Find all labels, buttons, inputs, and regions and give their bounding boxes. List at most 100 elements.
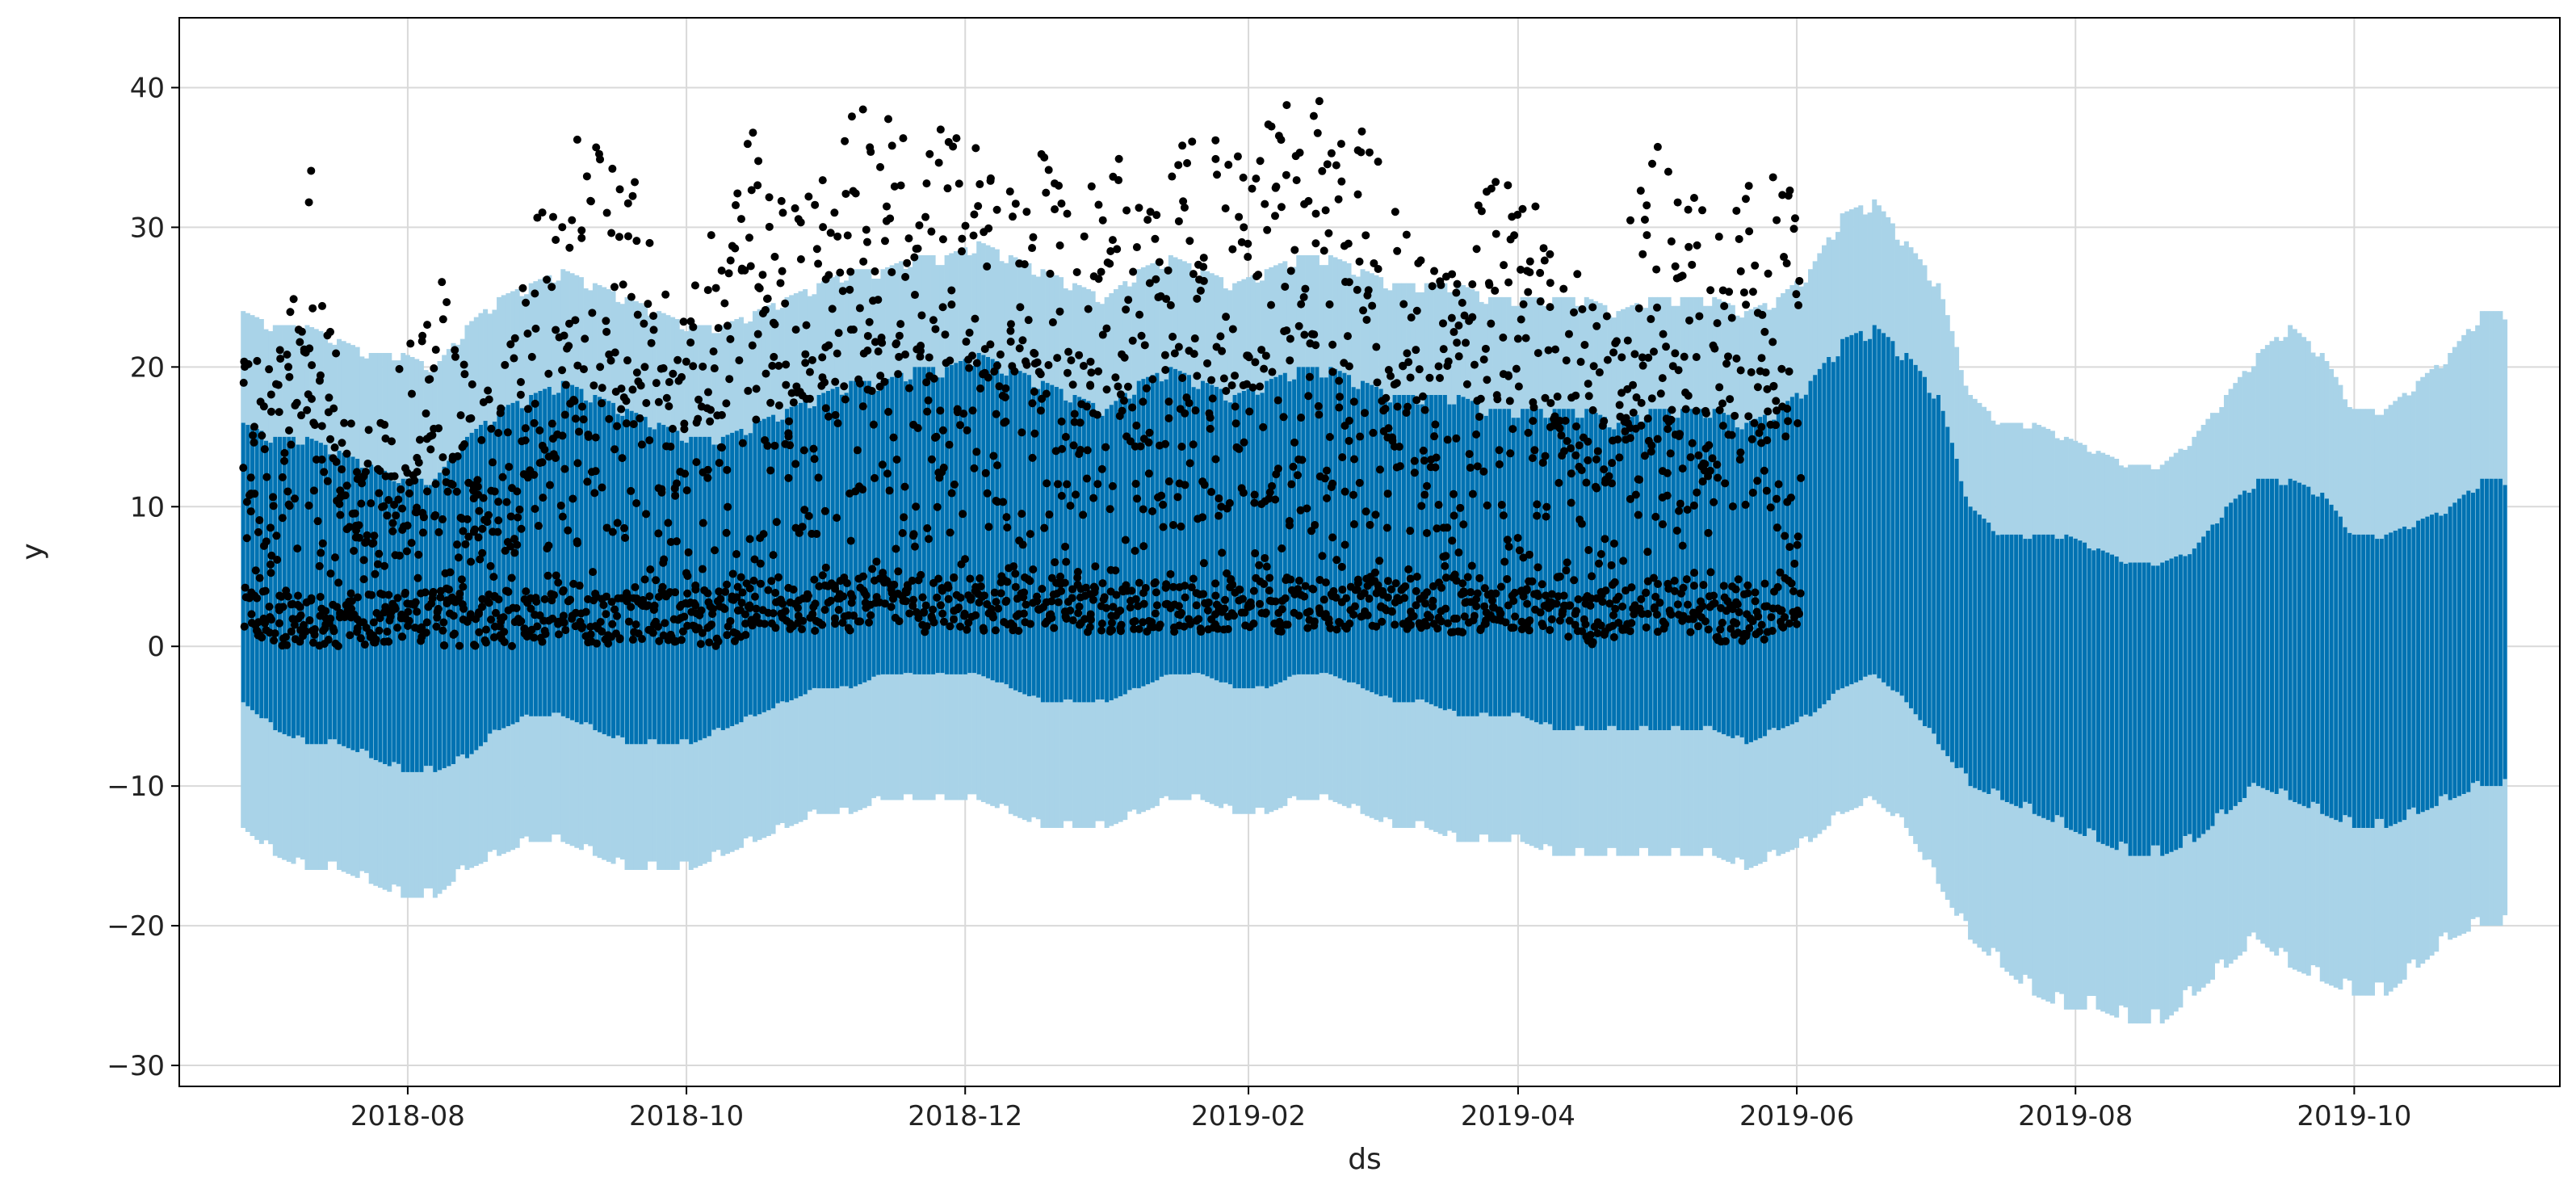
observed-point: [1433, 624, 1442, 633]
observed-point: [1437, 583, 1446, 592]
observed-point: [1525, 550, 1534, 559]
observed-point: [958, 234, 967, 243]
observed-point: [1773, 582, 1782, 591]
observed-point: [1432, 453, 1441, 462]
observed-point: [1574, 595, 1583, 604]
observed-point: [279, 603, 287, 611]
observed-point: [1412, 573, 1421, 582]
observed-point: [988, 613, 997, 622]
observed-point: [1466, 588, 1475, 597]
observed-point: [890, 182, 899, 191]
observed-point: [1665, 606, 1674, 615]
observed-point: [575, 582, 584, 590]
observed-point: [438, 278, 447, 287]
observed-point: [1710, 498, 1718, 506]
observed-point: [1704, 528, 1713, 537]
observed-point: [1529, 417, 1538, 426]
observed-point: [721, 587, 730, 596]
observed-point: [1496, 582, 1505, 591]
observed-point: [607, 598, 616, 607]
observed-point: [781, 607, 790, 615]
observed-point: [1782, 259, 1791, 268]
observed-point: [724, 269, 733, 278]
observed-point: [1038, 585, 1047, 594]
observed-point: [1509, 624, 1518, 632]
observed-point: [766, 398, 775, 407]
observed-point: [800, 506, 809, 515]
observed-point: [1643, 201, 1651, 210]
observed-point: [558, 223, 567, 232]
observed-point: [1365, 148, 1374, 157]
observed-point: [342, 449, 351, 458]
observed-point: [304, 501, 313, 510]
observed-point: [654, 529, 663, 538]
observed-point: [565, 243, 574, 252]
observed-point: [1541, 452, 1550, 460]
observed-point: [573, 361, 582, 370]
observed-point: [1443, 361, 1452, 370]
observed-point: [506, 542, 515, 551]
observed-point: [933, 502, 942, 511]
observed-point: [1519, 553, 1528, 562]
observed-point: [1767, 613, 1776, 622]
observed-point: [1768, 338, 1777, 347]
observed-point: [959, 410, 968, 418]
observed-point: [1735, 607, 1743, 616]
observed-point: [357, 499, 366, 508]
observed-point: [970, 210, 979, 219]
observed-point: [1113, 245, 1122, 254]
observed-point: [1356, 432, 1365, 441]
observed-point: [1499, 333, 1508, 342]
observed-point: [338, 439, 346, 447]
observed-point: [413, 468, 422, 477]
observed-point: [824, 341, 833, 350]
observed-point: [1480, 602, 1489, 611]
observed-point: [1652, 265, 1661, 274]
observed-point: [1751, 588, 1760, 597]
observed-point: [946, 356, 954, 365]
observed-point: [1019, 593, 1028, 602]
observed-point: [1325, 432, 1334, 441]
observed-point: [1353, 585, 1361, 594]
observed-point: [1039, 603, 1048, 611]
observed-point: [1315, 97, 1324, 106]
observed-point: [1286, 267, 1295, 275]
observed-point: [980, 345, 989, 354]
observed-point: [819, 223, 828, 232]
observed-point: [880, 599, 889, 608]
observed-point: [269, 493, 278, 502]
observed-point: [1458, 298, 1466, 307]
observed-point: [1559, 284, 1568, 293]
observed-point: [350, 546, 359, 555]
observed-point: [1111, 373, 1120, 382]
observed-point: [478, 548, 487, 557]
observed-point: [1250, 490, 1259, 499]
observed-point: [249, 431, 258, 439]
observed-point: [1491, 589, 1500, 598]
observed-point: [1718, 618, 1726, 627]
observed-point: [1030, 387, 1038, 396]
observed-point: [474, 610, 483, 619]
observed-point: [1406, 373, 1415, 382]
observed-point: [251, 566, 260, 575]
observed-point: [316, 371, 325, 380]
observed-point: [668, 424, 677, 433]
observed-point: [1212, 600, 1221, 609]
observed-point: [384, 590, 393, 599]
observed-point: [644, 300, 652, 309]
observed-point: [1525, 626, 1533, 635]
observed-point: [1762, 486, 1771, 495]
observed-point: [1057, 586, 1066, 595]
observed-point: [821, 563, 830, 572]
observed-point: [691, 585, 700, 594]
observed-point: [1757, 422, 1766, 431]
observed-point: [621, 533, 630, 542]
observed-point: [912, 502, 921, 511]
observed-point: [798, 523, 807, 531]
observed-point: [1215, 511, 1223, 520]
observed-point: [1309, 111, 1318, 120]
observed-point: [1538, 580, 1546, 589]
observed-point: [677, 636, 686, 645]
observed-point: [981, 468, 990, 477]
observed-point: [1487, 319, 1496, 328]
